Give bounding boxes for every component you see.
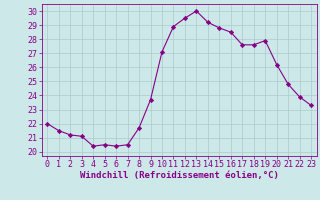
X-axis label: Windchill (Refroidissement éolien,°C): Windchill (Refroidissement éolien,°C) xyxy=(80,171,279,180)
